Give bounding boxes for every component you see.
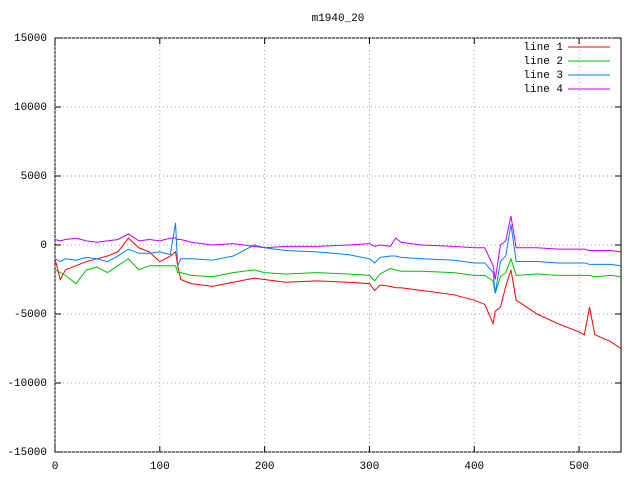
y-tick-label: -15000 bbox=[7, 447, 47, 459]
data-line bbox=[54, 215, 622, 280]
legend-label: line 2 bbox=[523, 56, 563, 68]
x-tick-label: 200 bbox=[255, 461, 275, 473]
y-tick-label: 5000 bbox=[21, 171, 47, 183]
x-tick-label: 0 bbox=[52, 461, 59, 473]
x-tick-label: 300 bbox=[360, 461, 380, 473]
x-tick-label: 100 bbox=[150, 461, 170, 473]
y-tick-label: 0 bbox=[40, 240, 47, 252]
x-tick-label: 500 bbox=[569, 461, 589, 473]
data-line bbox=[54, 237, 622, 349]
legend-label: line 4 bbox=[523, 84, 563, 96]
y-tick-label: -5000 bbox=[14, 309, 47, 321]
data-line bbox=[54, 257, 622, 294]
x-tick-label: 400 bbox=[464, 461, 484, 473]
y-tick-label: 15000 bbox=[14, 33, 47, 45]
y-tick-label: -10000 bbox=[7, 378, 47, 390]
y-tick-label: 10000 bbox=[14, 102, 47, 114]
legend-label: line 1 bbox=[523, 42, 563, 54]
chart-title: m1940_20 bbox=[312, 13, 365, 25]
legend-label: line 3 bbox=[523, 70, 563, 82]
data-line bbox=[54, 222, 622, 294]
